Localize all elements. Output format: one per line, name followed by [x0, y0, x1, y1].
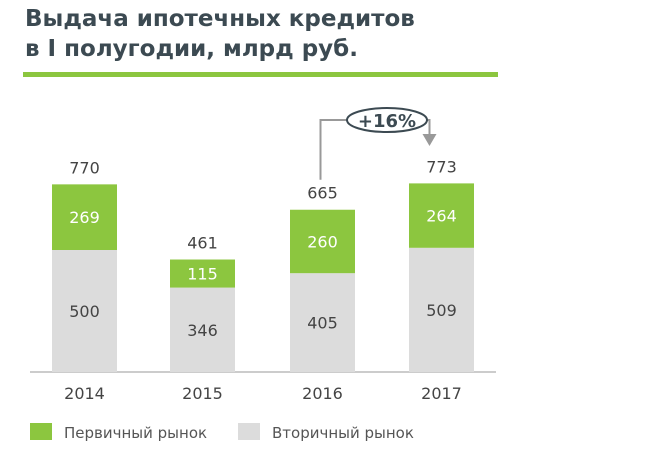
arrow-down-icon: [422, 134, 437, 146]
bar-secondary-2017: [409, 247, 474, 372]
legend-label-primary: Первичный рынок: [64, 424, 207, 442]
total-label: 665: [307, 184, 338, 203]
total-label: 773: [426, 157, 457, 176]
bar-label: 260: [307, 232, 338, 251]
x-tick-label: 2016: [302, 384, 343, 403]
annotation-label: +16%: [358, 111, 416, 132]
bar-label: 269: [69, 208, 100, 227]
title-line-1: Выдача ипотечных кредитов: [25, 6, 415, 32]
legend-swatch-primary: [30, 423, 52, 440]
bar-label: 115: [187, 265, 218, 284]
bar-secondary-2015: [170, 287, 235, 372]
x-tick-label: 2015: [182, 384, 223, 403]
x-tick-label: 2014: [64, 384, 105, 403]
bar-label: 500: [69, 302, 100, 321]
bar-label: 509: [426, 301, 457, 320]
title-underline: [23, 72, 498, 77]
legend-swatch-secondary: [238, 423, 260, 440]
x-tick-label: 2017: [421, 384, 462, 403]
total-label: 461: [187, 234, 218, 253]
annotation-ellipse: [346, 107, 428, 133]
title-line-2: в I полугодии, млрд руб.: [25, 36, 358, 62]
total-label: 770: [69, 158, 100, 177]
bar-primary-2017: [409, 183, 474, 248]
chart-title: Выдача ипотечных кредитов в I полугодии, …: [25, 4, 415, 64]
bar-label: 405: [307, 314, 338, 333]
bar-primary-2014: [52, 184, 117, 250]
annotation-connector-left: [319, 119, 350, 180]
legend-label-secondary: Вторичный рынок: [272, 424, 414, 442]
bar-secondary-2014: [52, 250, 117, 372]
bar-label: 346: [187, 321, 218, 340]
bar-primary-2015: [170, 259, 235, 288]
bar-secondary-2016: [290, 273, 355, 372]
bar-label: 264: [426, 207, 457, 226]
bar-primary-2016: [290, 209, 355, 274]
